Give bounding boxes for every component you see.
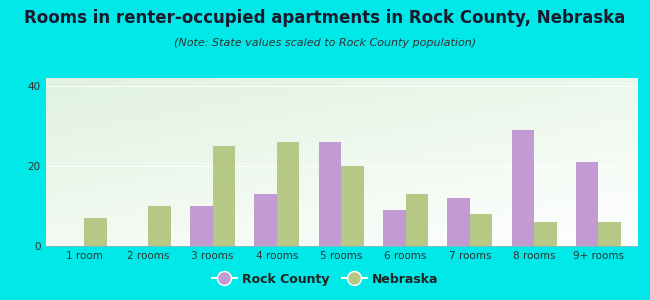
Bar bbox=[190, 206, 213, 246]
Bar bbox=[318, 142, 341, 246]
Legend: Rock County, Nebraska: Rock County, Nebraska bbox=[207, 268, 443, 291]
Text: (Note: State values scaled to Rock County population): (Note: State values scaled to Rock Count… bbox=[174, 38, 476, 47]
Bar bbox=[383, 210, 406, 246]
Bar bbox=[254, 194, 277, 246]
Bar bbox=[84, 218, 107, 246]
Bar bbox=[213, 146, 235, 246]
Bar bbox=[406, 194, 428, 246]
Bar bbox=[512, 130, 534, 246]
Bar bbox=[599, 222, 621, 246]
Bar bbox=[277, 142, 300, 246]
Bar bbox=[576, 162, 599, 246]
Text: Rooms in renter-occupied apartments in Rock County, Nebraska: Rooms in renter-occupied apartments in R… bbox=[25, 9, 625, 27]
Bar bbox=[534, 222, 556, 246]
Bar bbox=[447, 198, 470, 246]
Bar bbox=[470, 214, 492, 246]
Bar bbox=[341, 166, 364, 246]
Bar bbox=[148, 206, 171, 246]
